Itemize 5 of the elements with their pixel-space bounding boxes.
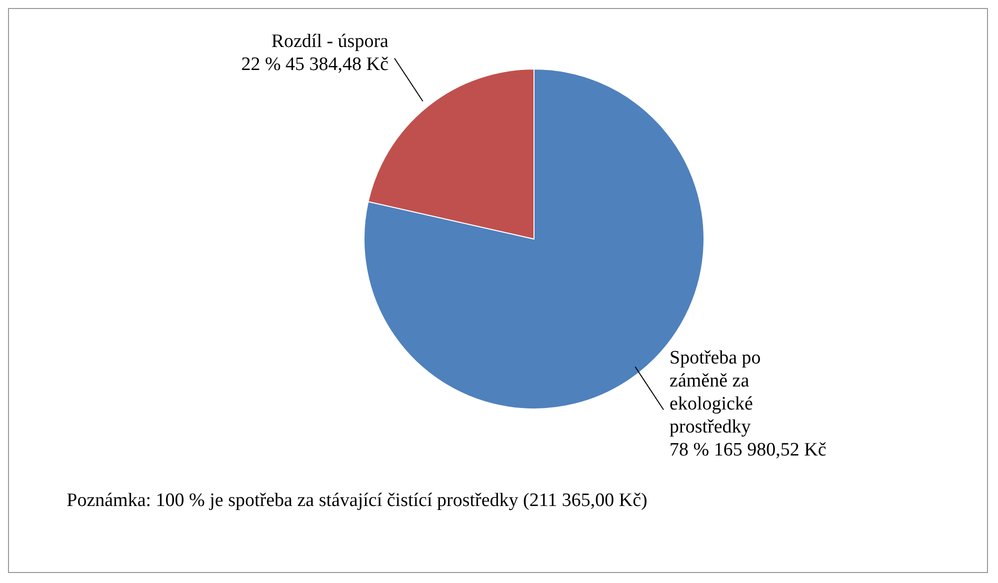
data-label: 78 % 165 980,52 Kč xyxy=(670,440,826,461)
text: Poznámka: 100 % je spotřeba za stávající čistící prostředky (211 365,00 Kč) xyxy=(66,489,648,513)
data-label: 22 % 45 384,48 Kč xyxy=(241,54,388,75)
slice-label: Rozdíl - úspora xyxy=(271,30,390,52)
slice-label: Spotřeba po záměně za ekologické prostředky xyxy=(670,348,761,438)
